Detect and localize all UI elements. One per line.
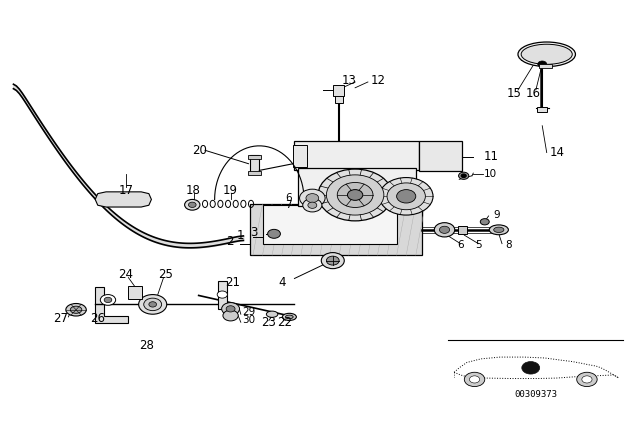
Bar <box>537 107 547 112</box>
Ellipse shape <box>521 44 572 65</box>
Text: 10: 10 <box>483 169 497 179</box>
Ellipse shape <box>489 225 508 235</box>
Bar <box>293 145 307 167</box>
Bar <box>248 155 260 159</box>
Text: 30: 30 <box>242 315 255 325</box>
Circle shape <box>318 169 392 221</box>
Circle shape <box>226 306 235 312</box>
Text: 13: 13 <box>342 74 357 87</box>
Circle shape <box>326 175 384 215</box>
Text: 9: 9 <box>493 210 500 220</box>
Ellipse shape <box>518 42 575 67</box>
Circle shape <box>577 372 597 387</box>
Ellipse shape <box>285 315 293 319</box>
Text: 1: 1 <box>237 228 244 241</box>
Circle shape <box>348 190 363 200</box>
Text: 2: 2 <box>227 235 234 248</box>
Text: 11: 11 <box>484 150 499 163</box>
Circle shape <box>223 310 238 321</box>
Bar <box>294 142 419 170</box>
Circle shape <box>303 198 322 212</box>
Bar <box>218 281 227 309</box>
Bar <box>129 286 143 299</box>
Ellipse shape <box>66 303 86 316</box>
Text: 16: 16 <box>526 86 541 99</box>
Text: 00309373: 00309373 <box>515 390 557 399</box>
Text: 18: 18 <box>186 184 201 197</box>
Circle shape <box>380 177 433 215</box>
Bar <box>250 204 422 255</box>
Circle shape <box>100 295 116 305</box>
Bar <box>335 95 343 103</box>
Text: 14: 14 <box>550 146 565 159</box>
Text: 23: 23 <box>262 316 276 329</box>
Ellipse shape <box>266 311 278 317</box>
Circle shape <box>387 183 426 210</box>
Circle shape <box>522 362 540 374</box>
Text: 19: 19 <box>223 184 238 197</box>
Text: 24: 24 <box>118 267 133 280</box>
Circle shape <box>440 226 450 233</box>
Text: 12: 12 <box>371 74 386 87</box>
Circle shape <box>326 256 339 265</box>
Text: 22: 22 <box>277 316 292 329</box>
Text: 17: 17 <box>118 184 133 197</box>
Bar <box>250 155 259 173</box>
Circle shape <box>469 376 479 383</box>
Circle shape <box>268 229 280 238</box>
Circle shape <box>104 297 112 302</box>
Circle shape <box>461 174 467 177</box>
Circle shape <box>188 202 196 207</box>
Text: 7: 7 <box>285 200 292 210</box>
Text: 25: 25 <box>158 267 173 280</box>
Text: 27: 27 <box>53 312 68 325</box>
Bar <box>298 168 416 206</box>
Bar <box>419 141 463 171</box>
Text: 21: 21 <box>225 276 241 289</box>
Circle shape <box>397 190 416 203</box>
Text: 6: 6 <box>457 241 464 250</box>
Circle shape <box>184 199 200 210</box>
Polygon shape <box>95 287 129 323</box>
Circle shape <box>306 194 319 202</box>
Circle shape <box>321 253 344 269</box>
Circle shape <box>435 223 455 237</box>
Circle shape <box>337 182 373 207</box>
Circle shape <box>221 302 239 315</box>
Text: 26: 26 <box>90 312 105 325</box>
Circle shape <box>465 372 484 387</box>
Bar <box>539 64 552 68</box>
Bar <box>333 85 344 96</box>
Circle shape <box>217 291 227 298</box>
Circle shape <box>308 202 317 208</box>
Circle shape <box>480 219 489 225</box>
Circle shape <box>300 189 325 207</box>
Text: 29: 29 <box>242 307 255 318</box>
Circle shape <box>144 298 162 310</box>
Circle shape <box>139 295 167 314</box>
Text: 6: 6 <box>285 193 292 203</box>
Text: 28: 28 <box>139 339 154 352</box>
Text: 5: 5 <box>475 241 482 250</box>
Ellipse shape <box>282 313 296 320</box>
Circle shape <box>149 302 157 307</box>
Text: 15: 15 <box>507 86 522 99</box>
Circle shape <box>538 61 547 67</box>
Bar <box>248 171 260 175</box>
Circle shape <box>459 172 468 179</box>
Circle shape <box>582 376 592 383</box>
Ellipse shape <box>70 306 82 313</box>
Text: 4: 4 <box>278 276 285 289</box>
Ellipse shape <box>493 227 504 233</box>
Text: 8: 8 <box>505 241 512 250</box>
Bar <box>458 226 467 234</box>
Text: 3: 3 <box>250 226 257 239</box>
Text: 20: 20 <box>193 144 207 157</box>
Polygon shape <box>95 192 152 207</box>
Bar <box>262 205 397 244</box>
